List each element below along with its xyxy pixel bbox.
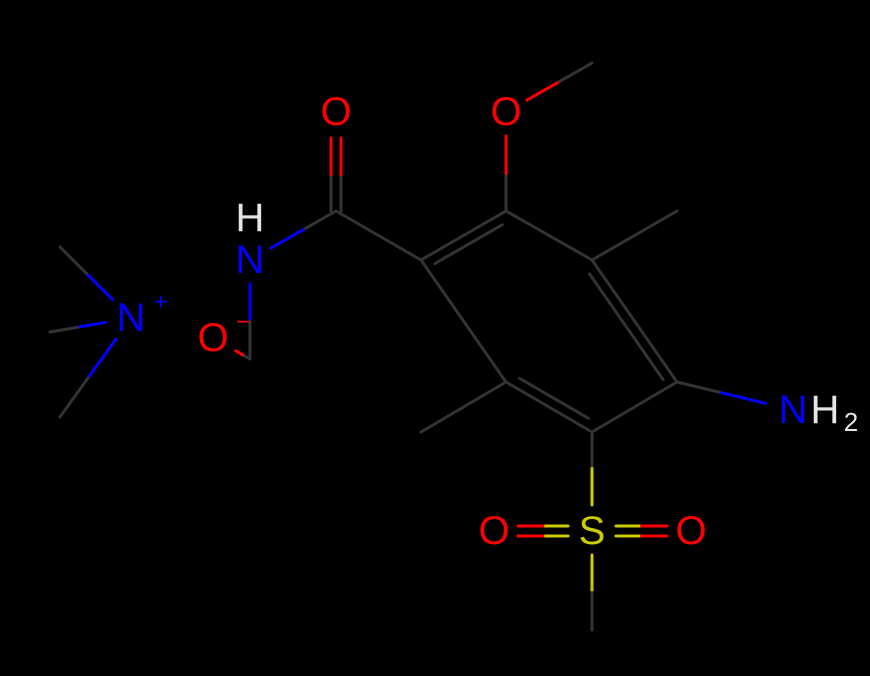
bond-segment [379, 236, 422, 261]
bond-segment [464, 382, 507, 407]
bond-segment [421, 407, 464, 432]
bond-segment [60, 378, 88, 417]
bond-segment [506, 211, 549, 236]
bond-segment [60, 247, 86, 273]
bond-segment [78, 322, 106, 327]
bond-segment [336, 211, 379, 236]
bond-segment [592, 407, 635, 432]
atom-charge: + [154, 289, 168, 316]
bond-segment [527, 82, 560, 101]
bond-segment [549, 236, 592, 261]
atom-label-om: O [197, 316, 228, 360]
bond-segment [677, 382, 721, 393]
bond-segment [468, 225, 502, 245]
atom-label-os1: O [478, 509, 509, 553]
bond-segment [635, 382, 678, 407]
bond-segment [554, 398, 588, 418]
atom-h-label: H [811, 388, 840, 432]
atom-label-o1: O [320, 90, 351, 134]
bond-segment [86, 273, 112, 299]
bond-segment [303, 211, 336, 230]
bond-segment [271, 230, 304, 249]
bond-segment [635, 211, 678, 236]
bond-segment [520, 378, 554, 398]
atom-label-s: S [579, 509, 606, 553]
bond-segment [236, 351, 243, 355]
molecule-diagram: ONHO−N+ONH2SOO [0, 0, 870, 676]
atom-label-os2: O [675, 509, 706, 553]
atom-label-n1: N [236, 238, 265, 282]
atom-label-nh2: N [779, 388, 808, 432]
bond-segment [421, 260, 464, 321]
bond-segment [464, 321, 507, 382]
bond-segment [721, 393, 765, 404]
bond-segment [592, 260, 635, 321]
bond-segment [635, 321, 678, 382]
bond-segment [592, 236, 635, 261]
bond-segment [464, 211, 507, 236]
bond-segment [549, 407, 592, 432]
atom-h-subscript: 2 [844, 407, 858, 437]
bond-segment [559, 63, 592, 82]
bond-segment [421, 236, 464, 261]
bond-segment [50, 327, 78, 332]
atom-charge: − [236, 309, 250, 336]
bond-segment [435, 244, 469, 264]
atom-label-o2: O [490, 90, 521, 134]
atom-h-label: H [236, 196, 265, 240]
bond-segment [88, 339, 116, 378]
atom-label-np: N [117, 296, 146, 340]
bond-segment [506, 382, 549, 407]
